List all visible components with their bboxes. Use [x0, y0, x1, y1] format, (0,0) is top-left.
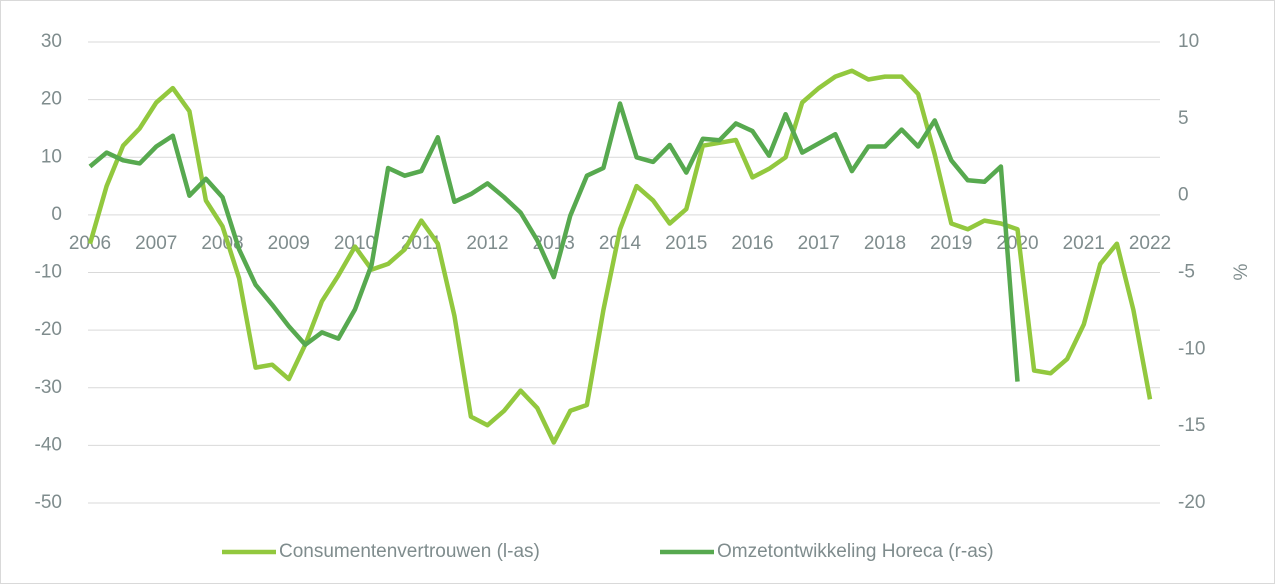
y-tick-label: -20 [35, 319, 62, 340]
series-line [88, 101, 1020, 382]
legend-label: Omzetontwikkeling Horeca (r-as) [717, 541, 994, 562]
x-tick-label: 2022 [1129, 233, 1171, 254]
y-tick-label: -40 [35, 434, 62, 455]
x-tick-label: 2008 [201, 233, 243, 254]
y-tick-label: 20 [41, 89, 62, 110]
y-tick-label: 0 [51, 204, 62, 225]
x-tick-label: 2009 [268, 233, 310, 254]
y2-axis-label: % [1231, 263, 1252, 280]
x-tick-label: 2019 [930, 233, 972, 254]
y2-tick-label: -20 [1178, 492, 1205, 513]
x-tick-label: 2014 [599, 233, 642, 254]
y-tick-label: 10 [41, 146, 62, 167]
y2-tick-label: 10 [1178, 31, 1199, 52]
x-tick-label: 2021 [1063, 233, 1105, 254]
x-tick-label: 2017 [798, 233, 840, 254]
y-tick-label: 30 [41, 31, 62, 52]
series-line [87, 68, 1153, 445]
y2-tick-label: -10 [1178, 338, 1205, 359]
y-tick-label: -10 [35, 262, 62, 283]
x-tick-label: 2016 [731, 233, 773, 254]
x-tick-label: 2015 [665, 233, 707, 254]
x-tick-label: 2018 [864, 233, 906, 254]
y2-tick-label: -5 [1178, 262, 1195, 283]
y-tick-label: -30 [35, 377, 62, 398]
y2-tick-label: 5 [1178, 108, 1189, 129]
y2-tick-label: 0 [1178, 185, 1189, 206]
y2-tick-label: -15 [1178, 415, 1205, 436]
x-tick-label: 2007 [135, 233, 177, 254]
y-tick-label: -50 [35, 492, 62, 513]
legend-label: Consumentenvertrouwen (l-as) [279, 541, 540, 562]
x-tick-label: 2010 [334, 233, 376, 254]
x-tick-label: 2012 [466, 233, 508, 254]
